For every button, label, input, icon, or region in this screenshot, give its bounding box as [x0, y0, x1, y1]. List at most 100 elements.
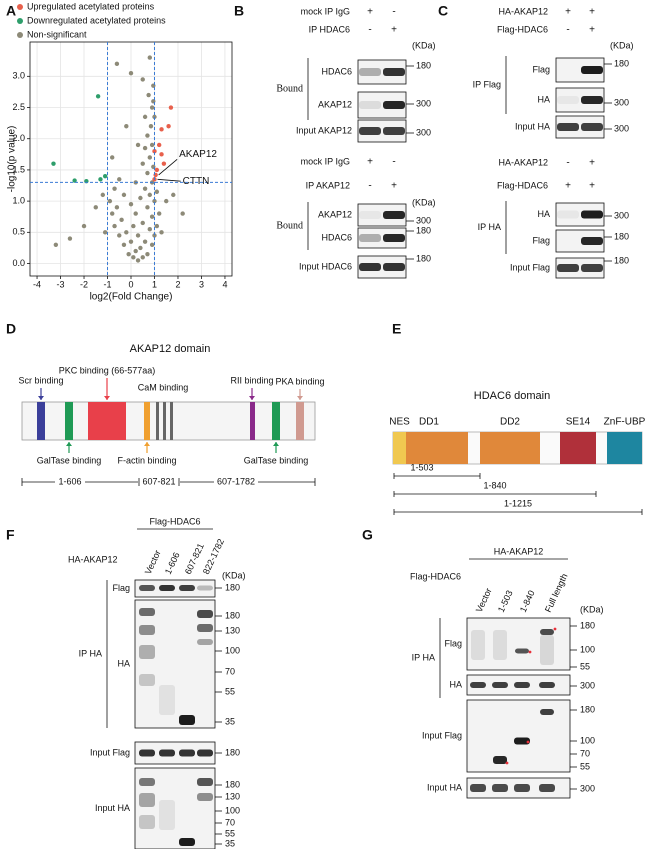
- blot: [466, 617, 571, 671]
- data-point: [154, 189, 160, 194]
- marker-label: 300: [614, 123, 629, 133]
- data-point: [124, 124, 129, 129]
- blot-label: HA: [449, 679, 462, 689]
- panel-letter: C: [438, 3, 448, 19]
- range-label: 1-606: [58, 476, 81, 486]
- range-label: 1-1215: [504, 498, 532, 508]
- domain: [272, 402, 280, 440]
- lane-sign: -: [368, 181, 371, 192]
- marker-label: 35: [225, 716, 235, 726]
- blot-label: Input HA: [427, 782, 462, 792]
- panel-letter: B: [234, 3, 244, 19]
- data-point: [117, 177, 122, 182]
- data-point: [159, 152, 164, 157]
- band: [179, 585, 195, 591]
- x-tick-label: -4: [33, 279, 41, 289]
- band: [557, 210, 579, 219]
- data-point: [152, 114, 157, 120]
- band: [179, 838, 195, 846]
- data-point: [145, 251, 150, 257]
- data-point: [149, 142, 155, 148]
- band: [470, 784, 486, 792]
- data-point: [126, 251, 131, 257]
- arrow-head: [273, 442, 279, 446]
- lane-sign: +: [391, 25, 397, 36]
- band: [557, 123, 579, 131]
- data-point: [152, 233, 157, 238]
- group-label: Bound: [276, 220, 303, 231]
- domain: [156, 402, 159, 440]
- marker-label: 300: [416, 98, 431, 108]
- band: [383, 68, 405, 76]
- condition-label: Flag-HDAC6: [497, 180, 548, 190]
- band: [581, 96, 603, 104]
- marker-label: 100: [225, 805, 240, 815]
- data-point: [180, 211, 185, 216]
- domain-label: DD1: [419, 417, 439, 428]
- band: [539, 784, 555, 792]
- band: [470, 682, 486, 688]
- blot: [555, 115, 605, 139]
- data-point: [142, 145, 148, 151]
- blot-label: AKAP12: [318, 99, 352, 109]
- band: [159, 749, 175, 757]
- row-label: Flag-HDAC6: [410, 571, 461, 581]
- data-point: [147, 192, 152, 198]
- band: [159, 585, 175, 591]
- blot-label: HA: [117, 658, 130, 668]
- band-indicator: [526, 740, 530, 744]
- band: [179, 749, 195, 757]
- data-point: [145, 205, 150, 210]
- domain-label: RII binding: [230, 375, 273, 385]
- domain-title: HDAC6 domain: [474, 390, 550, 402]
- band: [514, 737, 530, 745]
- band: [197, 585, 213, 591]
- band: [514, 682, 530, 688]
- band-indicator: [553, 627, 557, 631]
- arrow-head: [38, 396, 44, 400]
- marker-label: 180: [580, 704, 595, 714]
- lane-sign: +: [565, 7, 571, 18]
- band: [471, 630, 485, 660]
- band: [514, 784, 530, 792]
- data-point: [152, 198, 157, 204]
- data-point: [112, 223, 117, 229]
- marker-label: 100: [580, 644, 595, 654]
- data-point: [135, 233, 141, 238]
- band: [383, 101, 405, 109]
- group-label: IP HA: [478, 222, 501, 232]
- domain-label: F-actin binding: [117, 455, 176, 465]
- condition-label: IP HDAC6: [309, 24, 350, 34]
- marker-label: 180: [614, 255, 629, 265]
- marker-label: 180: [225, 747, 240, 757]
- domain-title: AKAP12 domain: [130, 343, 211, 355]
- data-point: [51, 161, 56, 166]
- annotation-label: AKAP12: [179, 149, 217, 160]
- band: [359, 101, 381, 109]
- condition-label: mock IP IgG: [301, 6, 350, 16]
- lane-sign: +: [367, 157, 373, 168]
- lane-sign: -: [566, 25, 569, 36]
- blot-label: Input HA: [515, 121, 550, 131]
- domain: [480, 432, 540, 464]
- lane-sign: +: [367, 7, 373, 18]
- domain: [406, 432, 468, 464]
- data-point: [168, 105, 174, 110]
- lane-sign: -: [392, 7, 395, 18]
- blot-label: Flag: [112, 583, 130, 593]
- data-point: [149, 105, 155, 110]
- band: [359, 211, 381, 219]
- lane-sign: +: [589, 181, 595, 192]
- construct-label: Flag-HDAC6: [149, 516, 200, 526]
- range-label: 1-503: [410, 462, 433, 472]
- panel-letter: D: [6, 321, 16, 337]
- band: [581, 264, 603, 272]
- domain: [393, 432, 406, 464]
- data-point: [159, 127, 164, 132]
- blot-label: HA: [537, 94, 550, 104]
- panel-letter: E: [392, 321, 401, 337]
- band: [139, 778, 155, 786]
- band: [197, 793, 213, 801]
- data-point: [147, 55, 152, 60]
